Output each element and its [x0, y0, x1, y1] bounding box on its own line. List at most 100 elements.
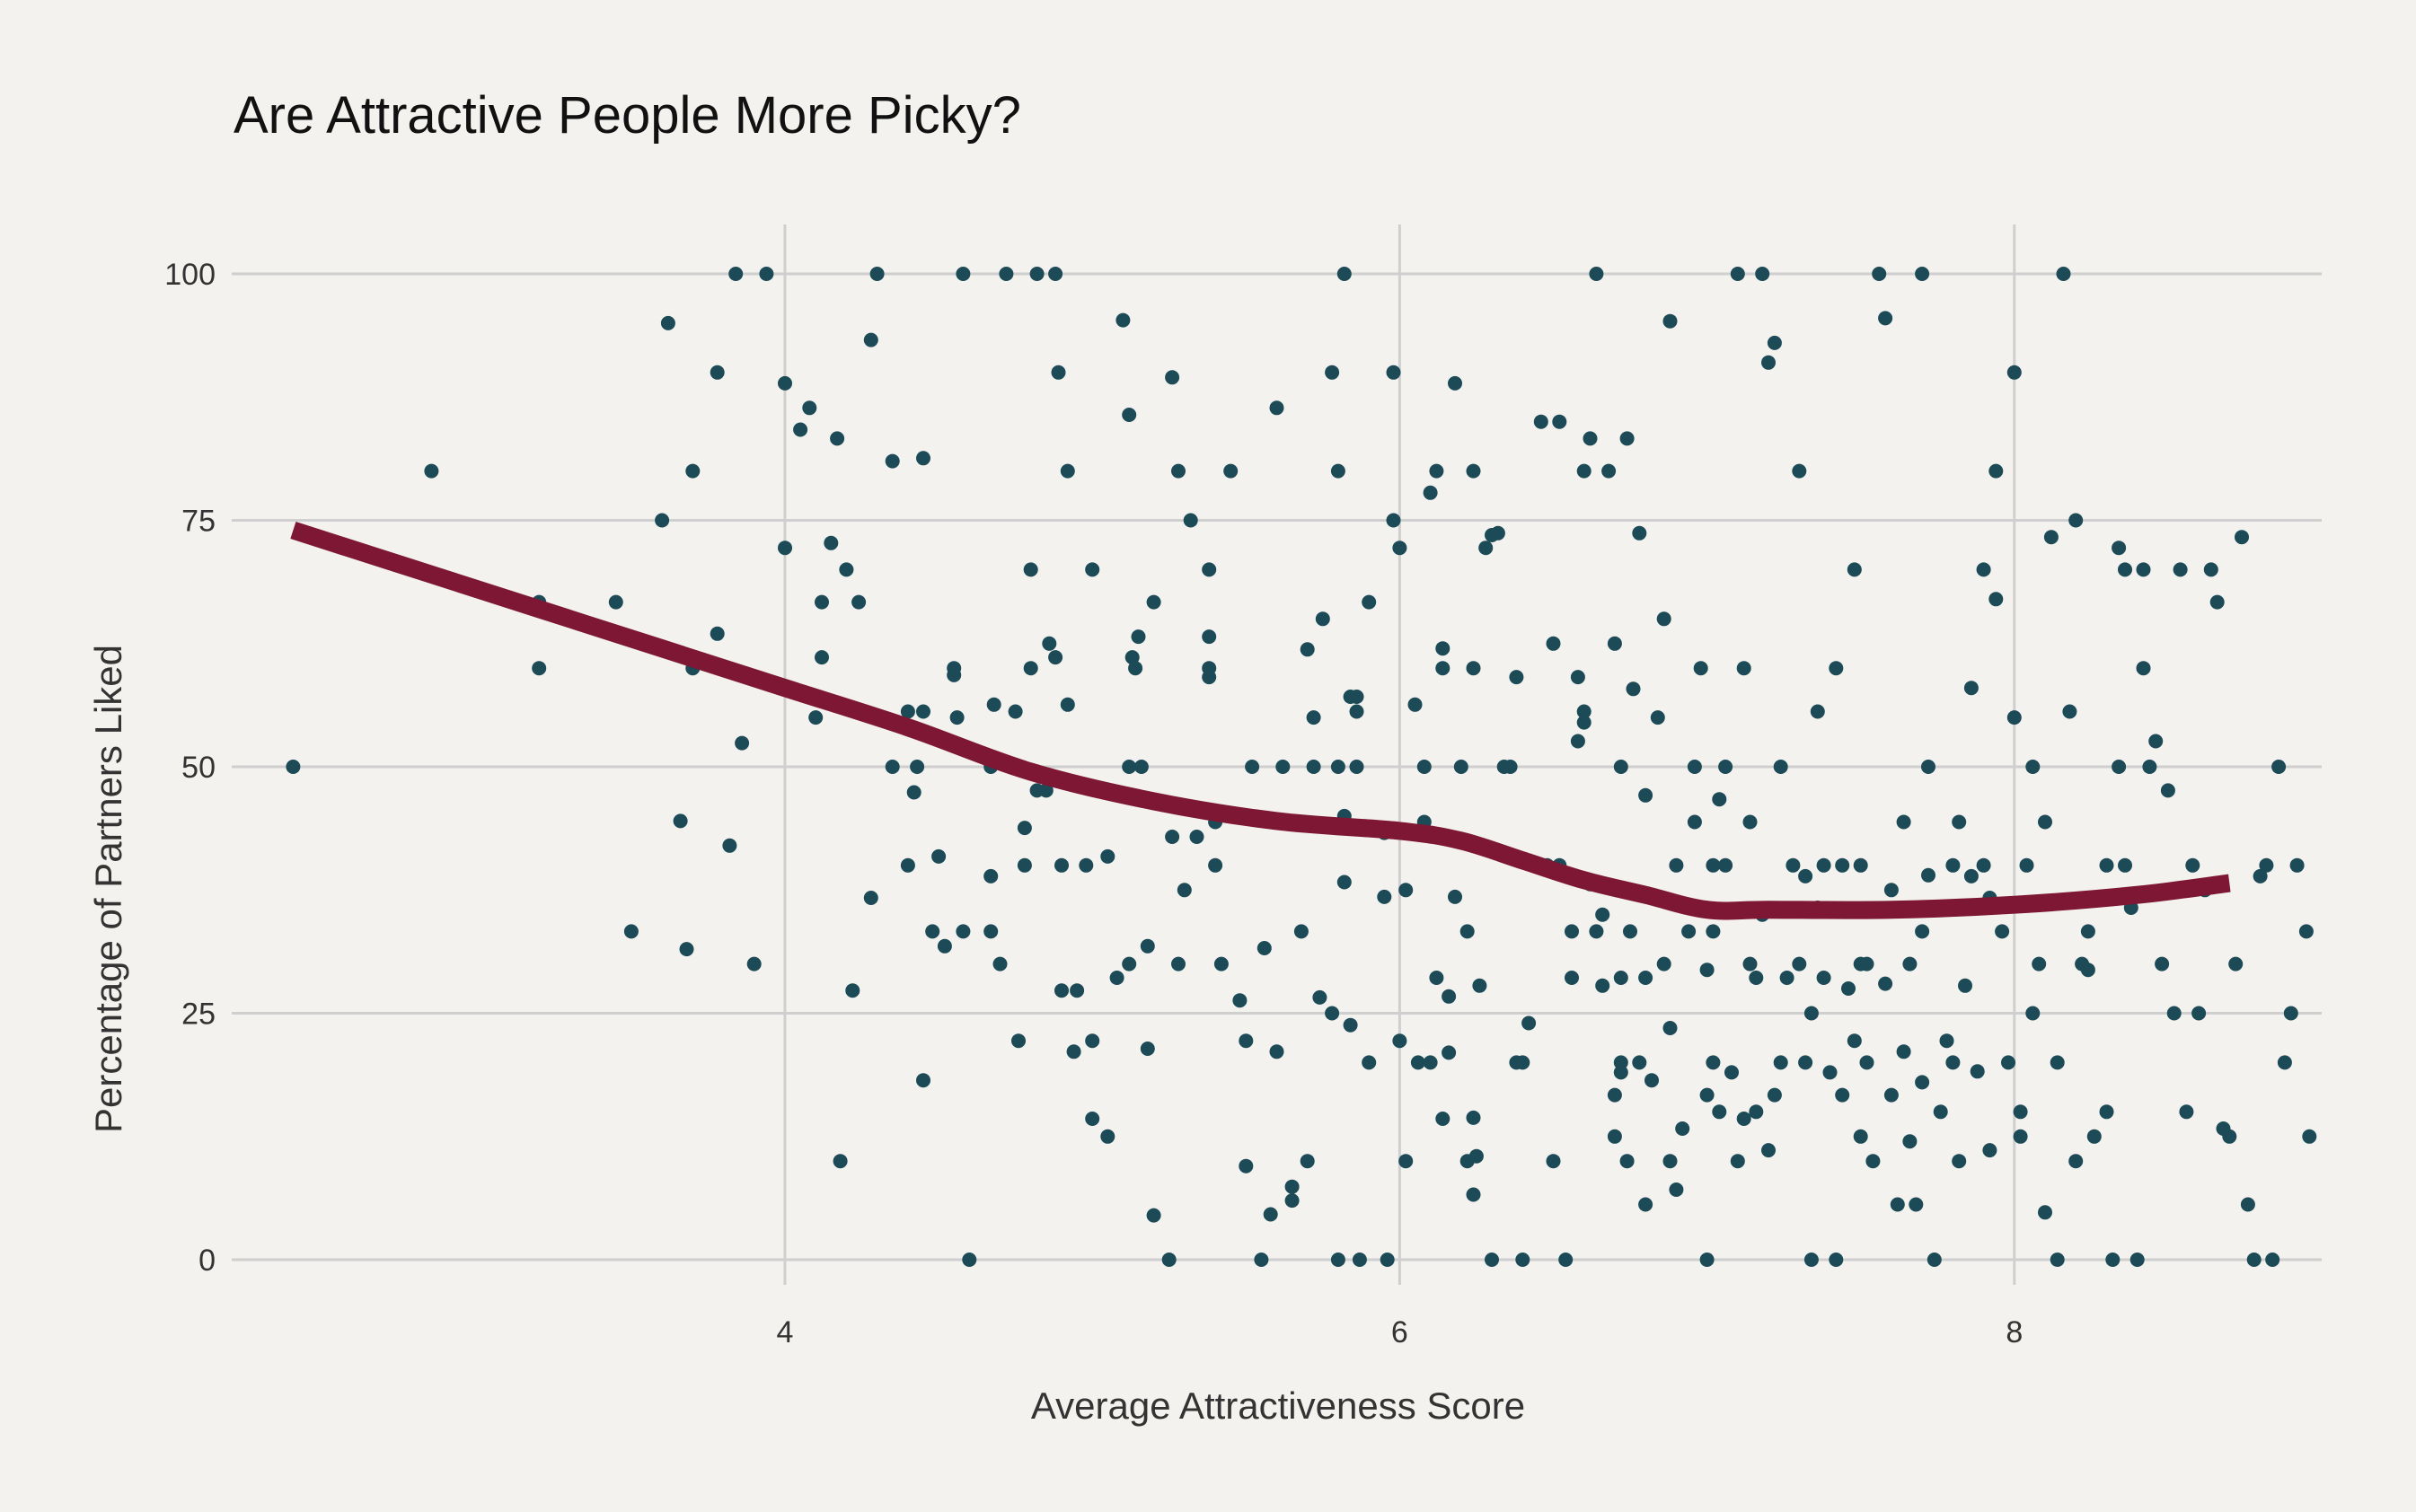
data-point [2013, 1129, 2028, 1144]
data-point [1570, 670, 1585, 685]
data-point [1632, 1055, 1647, 1070]
data-point [885, 453, 900, 469]
data-point [1988, 592, 2004, 607]
data-point [1300, 1154, 1315, 1169]
data-point [1712, 792, 1727, 807]
data-point [1699, 1087, 1715, 1103]
data-point [1023, 562, 1038, 577]
data-point [1681, 924, 1697, 939]
data-point [1872, 267, 1887, 281]
y-tick-label: 0 [198, 1244, 216, 1278]
data-point [1306, 710, 1321, 725]
data-point [1724, 1065, 1739, 1080]
data-point [1718, 857, 1733, 873]
data-point [900, 704, 915, 719]
data-point [2025, 760, 2041, 774]
data-point [2080, 924, 2095, 939]
data-point [746, 956, 762, 971]
data-point [1122, 408, 1137, 422]
data-point [1835, 1087, 1850, 1103]
data-point [1468, 1148, 1484, 1164]
data-point [1976, 857, 1991, 873]
data-point [655, 513, 670, 528]
data-point [916, 451, 930, 466]
data-point [1921, 760, 1935, 774]
data-point [2136, 661, 2151, 676]
data-point [1254, 1253, 1269, 1267]
data-point [1662, 1021, 1678, 1035]
data-point [1284, 1193, 1300, 1209]
data-point [1662, 313, 1678, 329]
data-point [1896, 1044, 1911, 1059]
data-point [1256, 941, 1272, 955]
data-point [1263, 1207, 1278, 1222]
data-point [1576, 715, 1592, 730]
data-point [1085, 1033, 1100, 1049]
data-point [1607, 1129, 1622, 1144]
data-point [1079, 857, 1094, 873]
data-point [1970, 1064, 1985, 1079]
data-point [793, 422, 808, 437]
data-point [2050, 1055, 2065, 1070]
data-point [1859, 956, 1874, 971]
data-point [1638, 971, 1653, 985]
data-point [1017, 821, 1032, 836]
gridlines [232, 224, 2322, 1285]
data-point [1100, 848, 1115, 864]
data-point [1362, 594, 1377, 610]
data-point [1213, 956, 1229, 971]
data-point [910, 760, 925, 774]
data-point [1675, 1121, 1690, 1136]
data-point [1202, 562, 1217, 577]
data-point [2203, 562, 2218, 577]
data-point [1656, 956, 1671, 971]
data-point [1601, 463, 1617, 479]
data-point [1183, 513, 1198, 528]
data-point [660, 315, 675, 330]
data-point [1798, 868, 1813, 883]
data-point [1773, 1055, 1788, 1070]
data-point [778, 541, 792, 556]
data-point [1915, 267, 1930, 281]
data-point [1410, 1055, 1425, 1070]
data-point [1706, 924, 1721, 939]
data-point [863, 891, 878, 905]
data-point [1883, 883, 1899, 898]
data-point [1656, 611, 1671, 627]
data-point [1533, 414, 1548, 429]
data-point [1133, 760, 1149, 774]
data-point [1712, 1104, 1727, 1120]
data-point [2019, 857, 2034, 873]
data-point [1595, 978, 1610, 993]
data-point [1595, 907, 1610, 922]
data-point [1613, 971, 1628, 985]
data-point [1066, 1044, 1081, 1059]
data-point [1767, 1087, 1782, 1103]
data-point [1416, 760, 1432, 774]
data-point [2032, 956, 2047, 971]
data-point [808, 710, 824, 725]
data-point [1693, 661, 1708, 676]
data-point [1650, 710, 1665, 725]
data-point [1380, 1253, 1395, 1267]
data-point [2001, 1055, 2015, 1070]
data-point [1749, 971, 1764, 985]
data-point [1429, 463, 1444, 479]
data-point [1472, 978, 1487, 993]
data-point [1644, 1073, 1659, 1088]
data-point [1459, 924, 1475, 939]
data-point [532, 661, 547, 676]
data-point [2062, 704, 2077, 719]
data-point [1958, 978, 1972, 993]
x-tick-label: 4 [777, 1315, 794, 1349]
data-point [1100, 1129, 1115, 1144]
data-point [1429, 971, 1444, 985]
data-point [2025, 1006, 2041, 1021]
data-point [1963, 868, 1979, 883]
data-point [286, 760, 301, 774]
data-point [1223, 463, 1239, 479]
data-point [1023, 661, 1038, 676]
data-point [1699, 963, 1715, 978]
data-point [1767, 335, 1782, 350]
data-point [1890, 1197, 1905, 1212]
